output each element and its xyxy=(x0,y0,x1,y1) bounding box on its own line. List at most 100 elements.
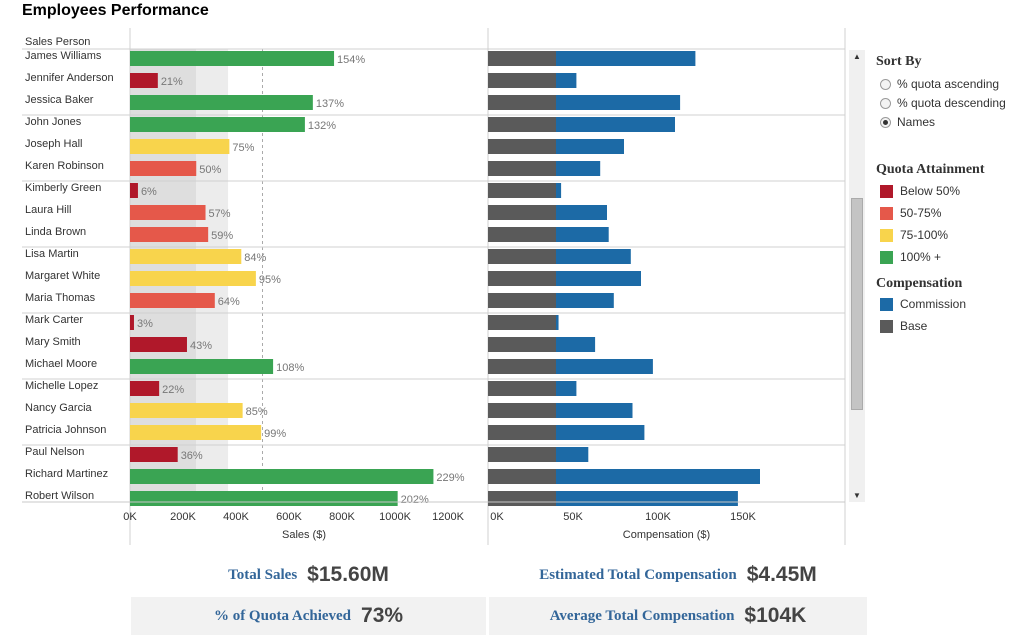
commission-bar xyxy=(556,293,614,308)
quota-pct-label: 22% xyxy=(162,384,184,396)
sales-bar xyxy=(130,447,178,462)
sales-person-name: Mark Carter xyxy=(25,314,83,326)
quota-pct-label: 154% xyxy=(337,54,365,66)
legend-item-50-75: 50-75% xyxy=(880,206,941,220)
sales-tick-label: 0K xyxy=(123,511,137,523)
sales-bar xyxy=(130,403,243,418)
sales-bar xyxy=(130,139,230,154)
scrollbar-thumb[interactable] xyxy=(851,198,863,410)
base-bar xyxy=(488,381,556,396)
sales-person-name: James Williams xyxy=(25,50,102,62)
sort-by-title: Sort By xyxy=(876,54,922,69)
quota-pct-label: 229% xyxy=(436,472,464,484)
quota-pct-label: 50% xyxy=(199,164,221,176)
commission-bar xyxy=(556,381,577,396)
sales-bar xyxy=(130,51,335,66)
sales-person-name: Joseph Hall xyxy=(25,138,82,150)
legend-label: 100% + xyxy=(900,250,942,264)
kpi-quota-achieved: % of Quota Achieved 73% xyxy=(131,597,486,635)
base-bar xyxy=(488,227,556,242)
legend-label: Base xyxy=(900,319,928,333)
sales-tick-label: 1000K xyxy=(379,511,411,523)
sort-option-names[interactable]: Names xyxy=(880,115,935,129)
quota-pct-label: 6% xyxy=(141,186,157,198)
sales-bar xyxy=(130,205,206,220)
quota-pct-label: 57% xyxy=(209,208,231,220)
sales-tick-label: 800K xyxy=(329,511,355,523)
sales-person-name: Michelle Lopez xyxy=(25,380,98,392)
commission-bar xyxy=(556,183,562,198)
sales-person-name: Robert Wilson xyxy=(25,490,94,502)
base-bar xyxy=(488,469,556,484)
sales-bar xyxy=(130,271,256,286)
commission-bar xyxy=(556,315,559,330)
compensation-legend-title: Compensation xyxy=(876,276,963,291)
sales-person-name: Patricia Johnson xyxy=(25,424,106,436)
scroll-down-arrow-icon[interactable]: ▼ xyxy=(853,491,861,500)
sales-person-name: Michael Moore xyxy=(25,358,97,370)
sales-person-name: Margaret White xyxy=(25,270,100,282)
sort-option-label: Names xyxy=(897,115,936,129)
sales-bar xyxy=(130,359,274,374)
sales-person-name: Paul Nelson xyxy=(25,446,84,458)
base-bar xyxy=(488,293,556,308)
legend-item-75-100: 75-100% xyxy=(880,228,948,242)
base-bar xyxy=(488,249,556,264)
sales-bar xyxy=(130,469,434,484)
legend-label: Commission xyxy=(900,297,967,311)
commission-bar xyxy=(556,403,633,418)
commission-bar xyxy=(556,271,641,286)
quota-pct-label: 3% xyxy=(137,318,153,330)
base-bar xyxy=(488,491,556,506)
page-title: Employees Performance xyxy=(22,2,209,19)
radio-icon[interactable] xyxy=(880,97,891,109)
sales-person-name: Richard Martinez xyxy=(25,468,108,480)
base-bar xyxy=(488,403,556,418)
scroll-up-arrow-icon[interactable]: ▲ xyxy=(853,52,861,61)
base-bar xyxy=(488,205,556,220)
comp-axis-label: Compensation ($) xyxy=(623,529,710,541)
sales-bar xyxy=(130,381,160,396)
legend-label: 50-75% xyxy=(900,206,942,220)
quota-pct-label: 137% xyxy=(316,98,344,110)
legend-item-below-50: Below 50% xyxy=(880,184,960,198)
sales-bar xyxy=(130,249,242,264)
quota-pct-label: 202% xyxy=(401,494,429,506)
legend-swatch xyxy=(880,319,893,333)
sales-bar xyxy=(130,491,398,506)
radio-icon[interactable] xyxy=(880,78,891,90)
legend-swatch xyxy=(880,297,893,311)
comp-tick-label: 50K xyxy=(563,511,583,523)
sales-bar xyxy=(130,227,209,242)
quota-pct-label: 132% xyxy=(308,120,336,132)
commission-bar xyxy=(556,359,653,374)
base-bar xyxy=(488,425,556,440)
quota-pct-label: 99% xyxy=(264,428,286,440)
commission-bar xyxy=(556,117,675,132)
kpi-value: $15.60M xyxy=(307,563,389,586)
quota-pct-label: 75% xyxy=(232,142,254,154)
base-bar xyxy=(488,73,556,88)
sort-option-quota-ascending[interactable]: % quota ascending xyxy=(880,77,999,91)
kpi-value: $4.45M xyxy=(746,563,817,586)
sales-person-name: Mary Smith xyxy=(25,336,81,348)
sort-option-quota-descending[interactable]: % quota descending xyxy=(880,96,1006,110)
base-bar xyxy=(488,117,556,132)
sort-option-label: % quota descending xyxy=(897,96,1006,110)
sales-bar xyxy=(130,293,215,308)
commission-bar xyxy=(556,51,696,66)
quota-pct-label: 108% xyxy=(276,362,304,374)
legend-swatch xyxy=(880,228,893,242)
scrollbar[interactable]: ▲ ▼ xyxy=(849,50,865,502)
commission-bar xyxy=(556,205,607,220)
sales-tick-label: 200K xyxy=(170,511,196,523)
kpi-label: Estimated Total Compensation xyxy=(539,566,737,583)
quota-pct-label: 43% xyxy=(190,340,212,352)
legend-item-100-plus: 100% + xyxy=(880,250,941,264)
sales-axis-label: Sales ($) xyxy=(282,529,326,541)
sort-option-label: % quota ascending xyxy=(897,77,1000,91)
sales-person-name: Maria Thomas xyxy=(25,292,96,304)
sales-person-name: Laura Hill xyxy=(25,204,71,216)
radio-selected-icon[interactable] xyxy=(880,116,891,128)
kpi-value: 73% xyxy=(361,604,404,627)
